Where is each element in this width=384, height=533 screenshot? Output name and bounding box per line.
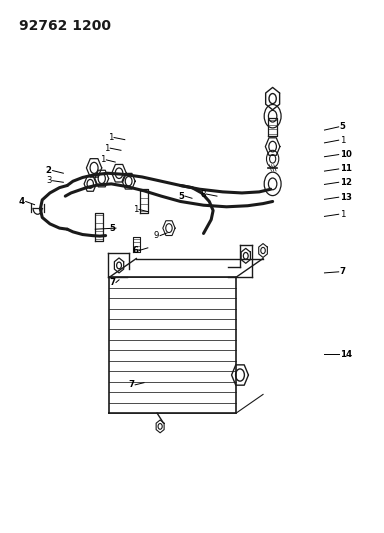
Text: 1: 1 — [104, 144, 109, 152]
Text: 1: 1 — [100, 156, 106, 164]
Text: 5: 5 — [179, 192, 184, 200]
Text: 10: 10 — [340, 150, 352, 159]
Text: 8: 8 — [200, 190, 205, 198]
Text: 4: 4 — [19, 197, 25, 206]
Text: 9: 9 — [154, 231, 159, 240]
Text: 14: 14 — [340, 350, 352, 359]
Text: 7: 7 — [128, 381, 134, 389]
Text: 7: 7 — [109, 278, 115, 287]
Text: 1: 1 — [340, 136, 345, 144]
Text: 3: 3 — [46, 176, 52, 185]
Text: 6: 6 — [132, 246, 138, 255]
Text: 7: 7 — [340, 268, 346, 276]
Text: 11: 11 — [340, 165, 352, 173]
Text: 2: 2 — [46, 166, 52, 175]
Text: 1: 1 — [340, 210, 345, 219]
Text: 92762 1200: 92762 1200 — [19, 19, 111, 33]
Text: 12: 12 — [340, 178, 352, 187]
Text: 5: 5 — [340, 123, 346, 131]
Text: 13: 13 — [340, 193, 352, 201]
Text: 5: 5 — [109, 224, 115, 232]
Text: 1: 1 — [133, 205, 138, 214]
Text: 1: 1 — [108, 133, 113, 142]
